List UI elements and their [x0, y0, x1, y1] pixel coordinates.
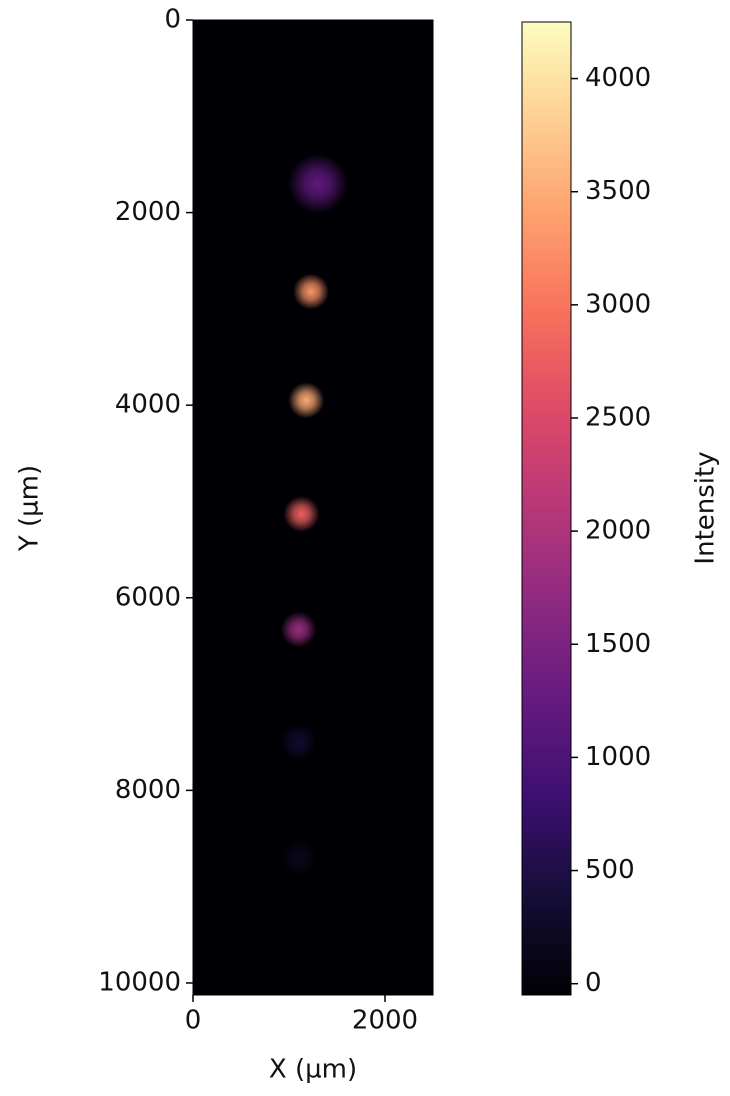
colorbar: [522, 22, 571, 995]
colorbar-tick-label: 500: [585, 855, 635, 885]
y-tick-label: 10000: [98, 967, 181, 997]
chart: X (µm) Y (µm) Intensity 0 2000 4000 6000 800…: [0, 0, 730, 1092]
intensity-spot: [288, 382, 324, 418]
intensity-spot: [281, 840, 317, 876]
colorbar-label: Intensity: [691, 451, 721, 564]
colorbar-tick-label: 4000: [585, 63, 651, 93]
y-axis-label: Y (µm): [15, 465, 45, 552]
colorbar-tick-label: 1000: [585, 742, 651, 772]
y-tick-label: 4000: [115, 390, 181, 420]
y-tick-label: 2000: [115, 197, 181, 227]
colorbar-tick-label: 2000: [585, 516, 651, 546]
y-tick-label: 0: [164, 5, 181, 35]
intensity-spot: [288, 154, 348, 214]
colorbar-tick-label: 2500: [585, 402, 651, 432]
y-tick-label: 6000: [115, 582, 181, 612]
intensity-spot: [281, 612, 317, 648]
colorbar-tick-label: 0: [585, 968, 602, 998]
y-tick-label: 8000: [115, 775, 181, 805]
x-axis-label: X (µm): [269, 1055, 357, 1085]
intensity-spot: [281, 724, 317, 760]
colorbar-tick-label: 1500: [585, 629, 651, 659]
intensity-spot: [293, 274, 329, 310]
x-tick-label: 0: [185, 1006, 202, 1036]
colorbar-tick-label: 3500: [585, 176, 651, 206]
intensity-spot: [283, 496, 319, 532]
colorbar-tick-label: 3000: [585, 289, 651, 319]
x-tick-label: 2000: [352, 1006, 418, 1036]
